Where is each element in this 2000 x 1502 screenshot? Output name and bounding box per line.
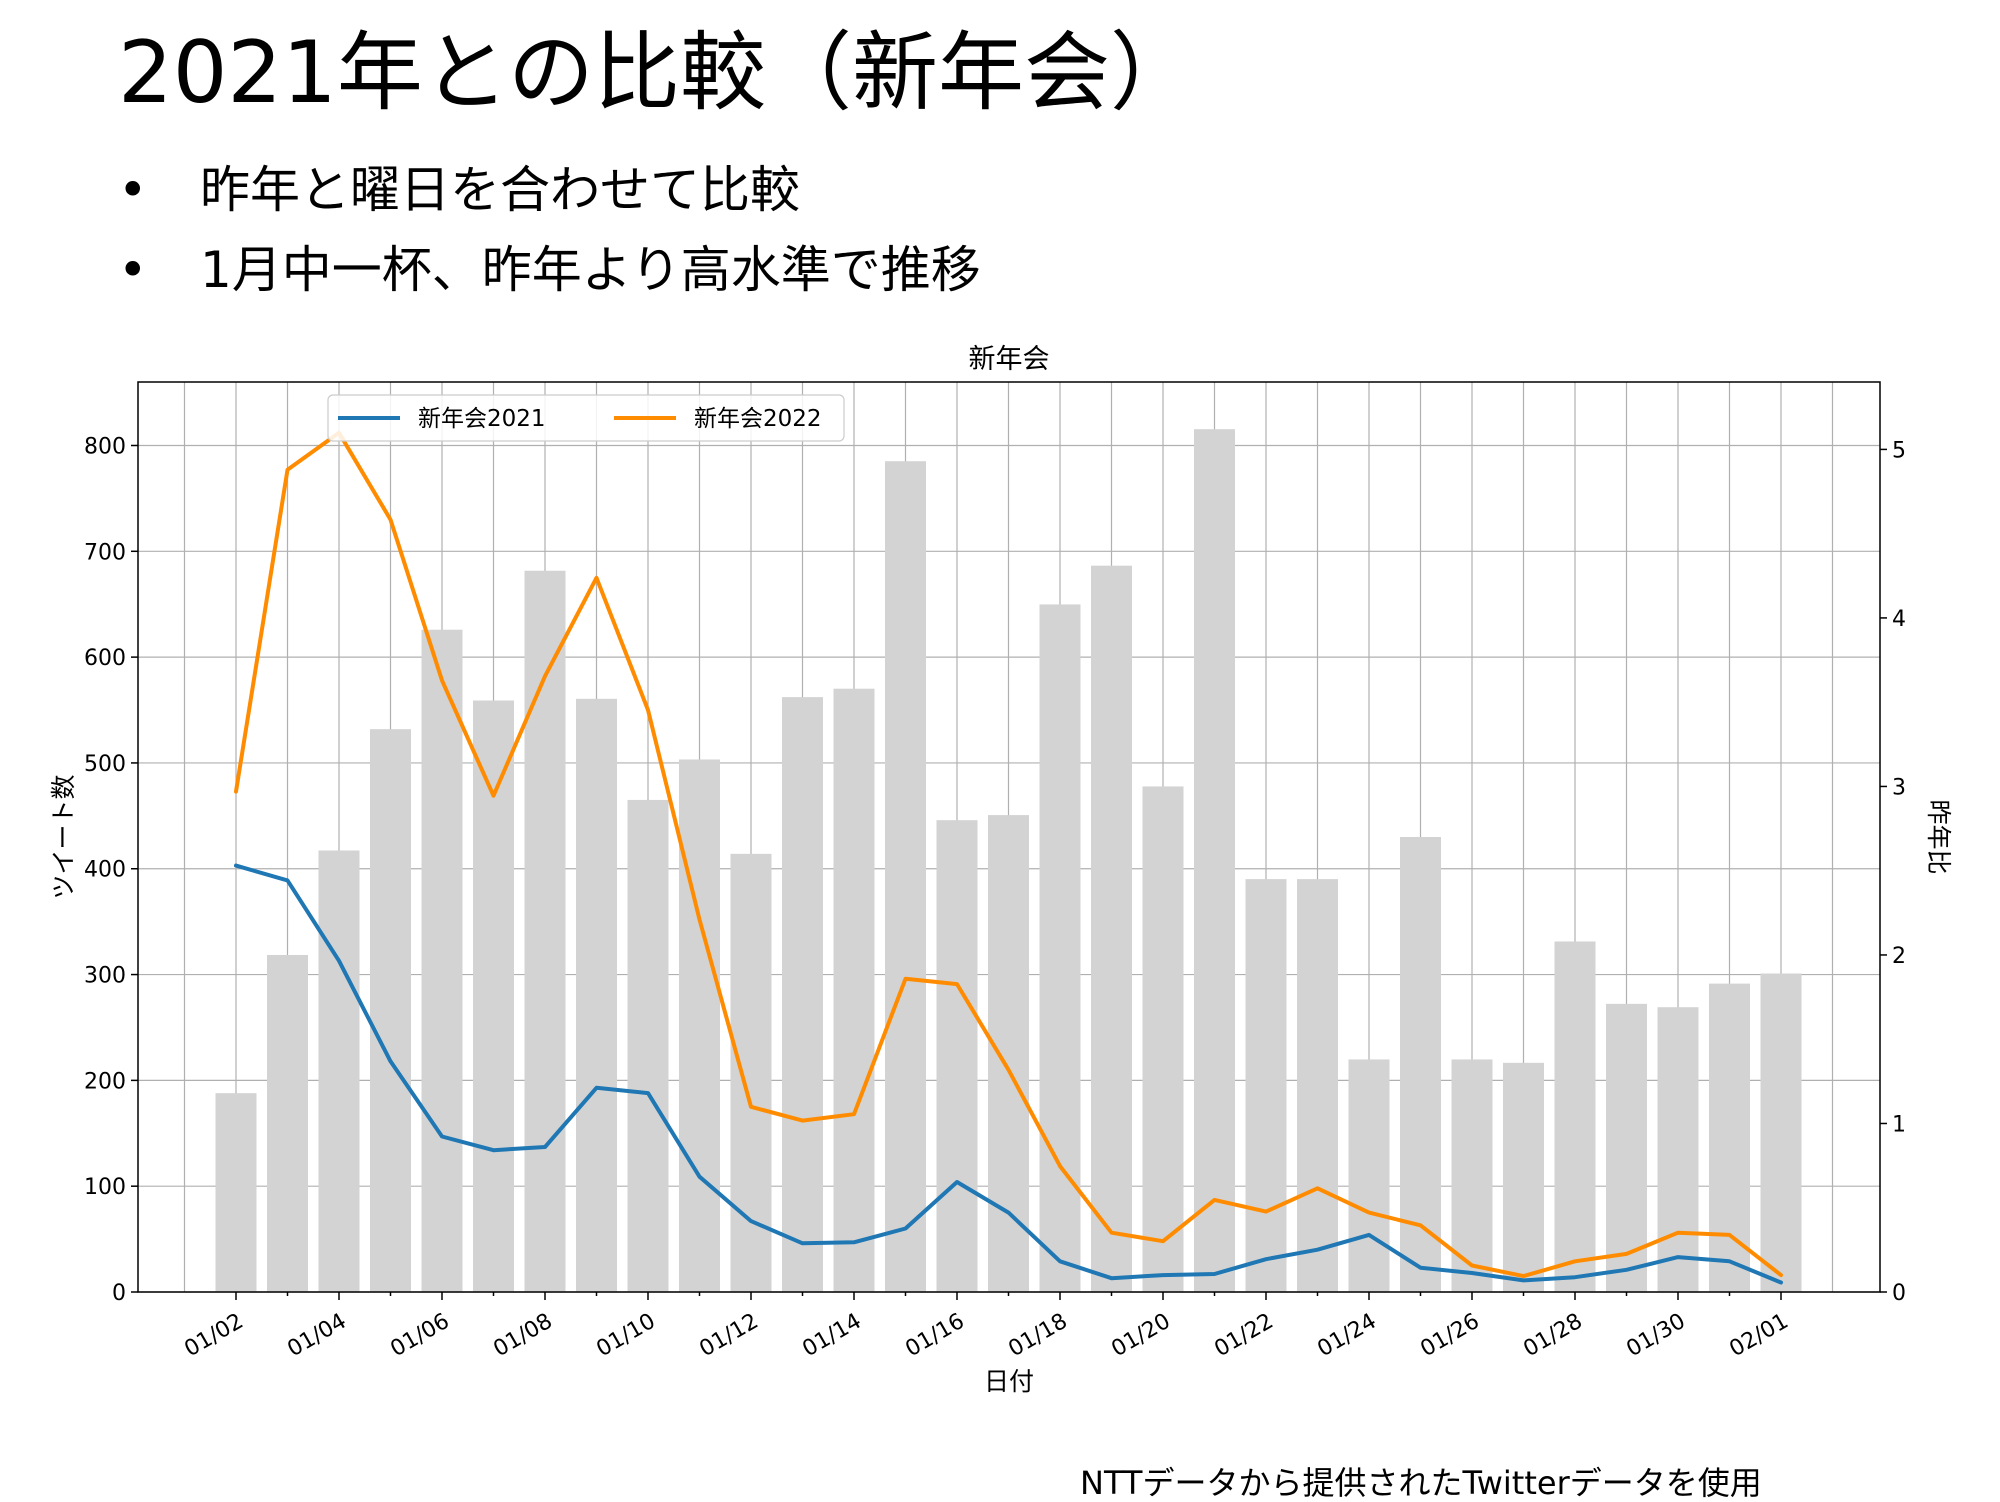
bar bbox=[318, 850, 360, 1292]
chart: 0 100 200 300 400 500 600 700 800 0 1 2 3 4 5 01/02 01/0… bbox=[49, 344, 1953, 1396]
y-tick-label-right: 2 bbox=[1892, 944, 1906, 969]
x-tick-label: 01/10 bbox=[592, 1309, 659, 1362]
x-tick-label: 01/02 bbox=[180, 1309, 247, 1362]
x-tick-label: 01/04 bbox=[283, 1309, 350, 1362]
y-axis-label-right: 昨年比 bbox=[1924, 799, 1953, 874]
x-tick-label: 01/22 bbox=[1210, 1309, 1277, 1362]
bar bbox=[782, 697, 823, 1292]
x-tick-label: 01/28 bbox=[1519, 1309, 1586, 1362]
y-tick-label-left: 700 bbox=[84, 540, 126, 565]
y-axis-label-left: ツイート数 bbox=[49, 774, 78, 899]
line-series bbox=[234, 863, 1783, 1285]
bar bbox=[1297, 879, 1338, 1292]
bar bbox=[370, 729, 411, 1292]
y-tick-label-left: 400 bbox=[84, 858, 126, 883]
x-tick-label: 01/16 bbox=[901, 1309, 968, 1362]
bar bbox=[1194, 429, 1235, 1292]
x-tick-label: 01/26 bbox=[1416, 1309, 1483, 1362]
x-tick-label: 01/12 bbox=[695, 1309, 762, 1362]
legend-box bbox=[327, 394, 845, 442]
x-tick-label: 01/30 bbox=[1622, 1309, 1689, 1362]
bar bbox=[524, 570, 566, 1292]
legend: 新年会2021 新年会2022 bbox=[327, 394, 845, 442]
x-tick-label: 01/08 bbox=[489, 1309, 556, 1362]
y-tick-label-left: 500 bbox=[84, 752, 126, 777]
bar bbox=[1348, 1059, 1390, 1292]
bar bbox=[1451, 1059, 1493, 1292]
bar-series bbox=[215, 429, 1802, 1292]
legend-label: 新年会2021 bbox=[418, 406, 546, 432]
bar bbox=[936, 820, 978, 1292]
slide-title: 2021年との比較（新年会） bbox=[118, 23, 1197, 123]
bar bbox=[421, 629, 463, 1292]
bar bbox=[1606, 1003, 1647, 1292]
x-axis-label: 日付 bbox=[984, 1367, 1034, 1396]
x-tick-label: 01/14 bbox=[798, 1309, 865, 1362]
chart-title: 新年会 bbox=[969, 344, 1050, 375]
bullet-list: • 昨年と曜日を合わせて比較 • 1月中一杯、昨年より高水準で推移 bbox=[118, 150, 981, 310]
x-tick-label: 01/20 bbox=[1107, 1309, 1174, 1362]
bar bbox=[1245, 879, 1287, 1292]
source-note: NTTデータから提供されたTwitterデータを使用 bbox=[1080, 1464, 1762, 1502]
bar bbox=[267, 954, 308, 1292]
bar bbox=[988, 815, 1029, 1292]
bullet-item: • 1月中一杯、昨年より高水準で推移 bbox=[118, 230, 981, 310]
y-tick-label-right: 3 bbox=[1892, 775, 1906, 800]
bar bbox=[1091, 565, 1132, 1292]
legend-label: 新年会2022 bbox=[694, 406, 822, 432]
x-tick-label: 01/06 bbox=[386, 1309, 453, 1362]
y-tick-label-left: 600 bbox=[84, 646, 126, 671]
y-tick-label-left: 100 bbox=[84, 1175, 126, 1200]
bullet-marker: • bbox=[118, 161, 148, 219]
y-tick-label-right: 5 bbox=[1892, 438, 1906, 463]
bullet-marker: • bbox=[118, 241, 148, 299]
bar bbox=[1760, 973, 1802, 1292]
y-tick-label-left: 0 bbox=[112, 1281, 126, 1306]
bullet-text: 昨年と曜日を合わせて比較 bbox=[200, 161, 800, 219]
bullet-text: 1月中一杯、昨年より高水準で推移 bbox=[200, 241, 981, 299]
bar bbox=[1503, 1062, 1544, 1292]
bar bbox=[885, 461, 926, 1292]
bar bbox=[473, 700, 514, 1292]
bar bbox=[1039, 604, 1081, 1292]
bar bbox=[215, 1093, 257, 1292]
bar bbox=[1142, 786, 1184, 1292]
x-tick-label: 01/24 bbox=[1313, 1309, 1380, 1362]
y-tick-label-left: 800 bbox=[84, 434, 126, 459]
x-tick-label: 01/18 bbox=[1004, 1309, 1071, 1362]
bar bbox=[679, 759, 720, 1292]
bar bbox=[1657, 1007, 1699, 1292]
bar bbox=[576, 698, 617, 1292]
y-tick-label-left: 200 bbox=[84, 1069, 126, 1094]
x-tick-label: 02/01 bbox=[1725, 1309, 1792, 1362]
bullet-item: • 昨年と曜日を合わせて比較 bbox=[118, 150, 981, 230]
y-tick-label-left: 300 bbox=[84, 964, 126, 989]
bar bbox=[1554, 941, 1596, 1292]
y-tick-label-right: 0 bbox=[1892, 1281, 1906, 1306]
y-tick-label-right: 4 bbox=[1892, 607, 1906, 632]
bar bbox=[1709, 983, 1750, 1292]
bar bbox=[833, 688, 875, 1292]
bar bbox=[627, 799, 669, 1292]
bar bbox=[1400, 837, 1441, 1292]
y-tick-label-right: 1 bbox=[1892, 1112, 1906, 1137]
line-series bbox=[234, 430, 1783, 1279]
